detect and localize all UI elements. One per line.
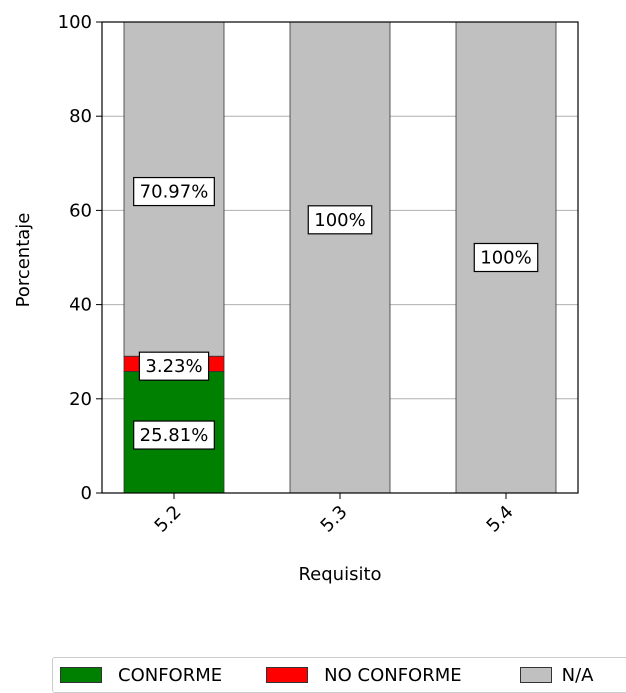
legend-item-no-conforme: NO CONFORME bbox=[266, 665, 462, 686]
x-axis-ticks: 5.2 5.3 5.4 bbox=[151, 493, 518, 537]
y-axis-ticks: 0 20 40 60 80 100 bbox=[58, 12, 102, 504]
y-tick-label: 20 bbox=[69, 389, 92, 410]
data-label: 3.23% bbox=[138, 351, 210, 381]
legend-label-no-conforme: NO CONFORME bbox=[324, 664, 462, 686]
stacked-bar-chart: 0 20 40 60 80 100 5.2 5.3 5.4 25.81% 3.23% 70.97%… bbox=[13, 12, 579, 585]
x-tick-label: 5.2 bbox=[151, 502, 186, 537]
bar-labels: 25.81% 3.23% 70.97% 100% 100% bbox=[133, 176, 539, 450]
legend-item-conforme: CONFORME bbox=[60, 665, 222, 686]
data-label-text: 25.81% bbox=[140, 425, 209, 446]
y-tick-label: 100 bbox=[58, 12, 92, 33]
data-label-box bbox=[307, 205, 373, 235]
legend-swatch-conforme bbox=[60, 667, 102, 683]
legend-label-conforme: CONFORME bbox=[118, 664, 223, 686]
data-label: 70.97% bbox=[133, 176, 215, 207]
x-tick-label: 5.3 bbox=[317, 502, 352, 537]
y-tick-label: 80 bbox=[69, 106, 92, 127]
data-label-box bbox=[133, 420, 215, 450]
data-label-text: 100% bbox=[314, 210, 365, 231]
data-label-box bbox=[133, 176, 215, 207]
y-axis-label: Porcentaje bbox=[13, 213, 34, 308]
y-tick-label: 0 bbox=[81, 483, 92, 504]
legend-swatch-na bbox=[519, 667, 552, 683]
y-tick-label: 60 bbox=[69, 200, 92, 221]
legend-label-na: N/A bbox=[561, 664, 594, 686]
legend: CONFORME NO CONFORME N/A bbox=[52, 657, 626, 693]
legend-item-na: N/A bbox=[519, 664, 594, 686]
data-label-text: 3.23% bbox=[145, 356, 202, 377]
data-label-box bbox=[138, 351, 210, 381]
y-tick-label: 40 bbox=[69, 295, 92, 316]
x-axis-label: Requisito bbox=[298, 564, 381, 585]
data-label-text: 70.97% bbox=[140, 182, 209, 203]
data-label: 25.81% bbox=[133, 420, 215, 450]
bar-segment-n-a bbox=[289, 21, 391, 494]
x-tick-label: 5.4 bbox=[483, 502, 518, 537]
data-label-text: 100% bbox=[480, 248, 531, 269]
legend-swatch-no-conforme bbox=[266, 667, 309, 683]
data-label: 100% bbox=[307, 205, 373, 235]
data-label-box bbox=[473, 242, 539, 273]
data-label: 100% bbox=[473, 242, 539, 273]
